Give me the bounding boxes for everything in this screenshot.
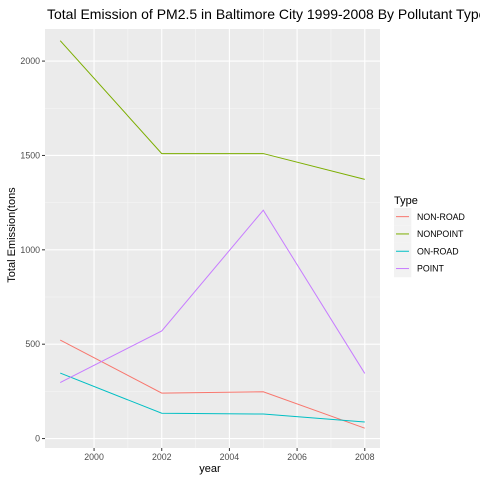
x-tick-label: 2002 [152,452,172,462]
series-line-on-road [60,372,365,423]
y-tick-labels: 0 500 1000 1500 2000 [20,56,40,443]
series-line-point [60,209,366,383]
y-tick-label: 0 [35,434,40,444]
y-tick-label: 2000 [20,56,40,66]
legend-label-nonpoint: NONPOINT [417,229,464,239]
x-tick-label: 2004 [220,452,240,462]
y-axis-title: Total Emission(tons [6,187,18,283]
x-axis-title: year [199,463,221,475]
minor-gridlines [45,29,380,448]
legend-label-point: POINT [417,264,445,274]
series-line-non-road [59,339,365,429]
y-tick-label: 1000 [20,245,40,255]
x-tick-label: 2006 [287,452,307,462]
plot-panel [45,29,380,448]
x-tick-label: 2000 [84,452,104,462]
axis-ticks [42,60,366,451]
series-line-nonpoint [59,40,365,180]
series-lines [59,40,366,429]
x-tick-label: 2008 [355,452,375,462]
major-gridlines [45,29,380,448]
legend-label-on-road: ON-ROAD [417,246,459,256]
y-tick-label: 500 [25,339,40,349]
legend-label-non-road: NON-ROAD [417,212,465,222]
x-tick-labels: 2000 2002 2004 2006 2008 [84,452,374,462]
legend-title: Type [394,195,418,207]
chart-title: Total Emission of PM2.5 in Baltimore Cit… [47,6,480,22]
legend: Type NON-ROAD NONPOINT ON-ROAD POINT [394,195,465,278]
y-tick-label: 1500 [20,150,40,160]
